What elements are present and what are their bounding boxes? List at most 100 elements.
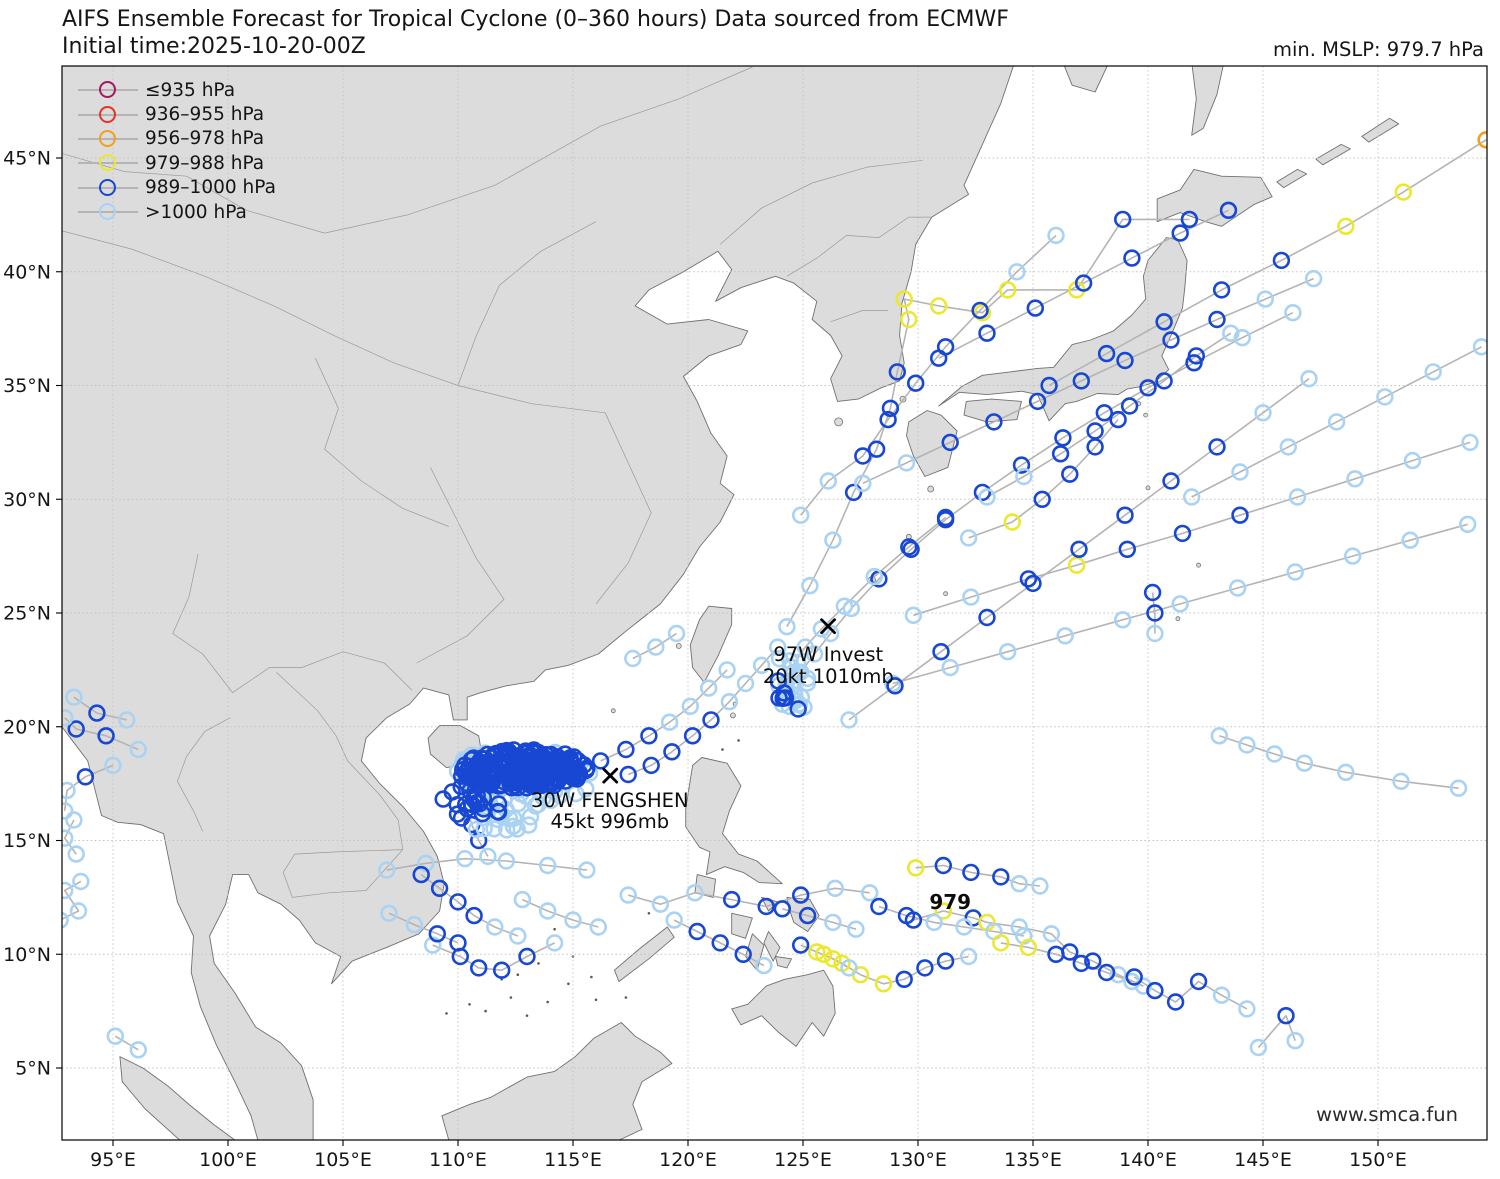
pressure-marker — [1123, 249, 1141, 267]
pressure-marker — [1394, 183, 1413, 201]
pressure-marker — [1026, 299, 1045, 317]
pressure-marker — [380, 904, 398, 922]
ensemble-track — [1219, 735, 1459, 789]
pressure-marker — [456, 849, 474, 868]
pressure-marker — [129, 740, 148, 759]
country-border — [177, 717, 231, 832]
pressure-marker — [791, 506, 810, 524]
x-tick-label: 125°E — [774, 1149, 832, 1171]
pressure-marker — [711, 934, 729, 952]
pressure-marker — [1228, 579, 1247, 597]
pressure-marker — [840, 959, 858, 977]
pressure-marker — [808, 943, 826, 961]
pressure-marker — [840, 711, 858, 729]
legend-marker-956-978 — [78, 129, 138, 149]
pressure-marker — [1012, 456, 1031, 474]
ensemble-track — [913, 441, 1471, 617]
pressure-marker — [824, 531, 842, 549]
pressure-marker — [1162, 472, 1180, 490]
small-island — [675, 643, 682, 649]
pressure-marker — [773, 900, 791, 918]
landmass-honshu — [938, 237, 1188, 422]
pressure-marker — [844, 483, 863, 502]
pressure-marker — [1472, 338, 1487, 356]
small-island — [610, 708, 616, 714]
watermark: www.smca.fun — [1316, 1103, 1458, 1126]
country-border — [276, 671, 404, 898]
pressure-marker — [1249, 1038, 1268, 1057]
pressure-marker — [453, 767, 471, 785]
legend-item: 936–955 hPa — [78, 102, 276, 126]
islet-speck — [721, 748, 724, 751]
pressure-marker — [663, 743, 681, 761]
x-tick-label: 145°E — [1234, 1149, 1292, 1171]
pressure-marker — [1143, 583, 1162, 602]
pressure-marker — [874, 975, 893, 993]
storm-annotation: 30W FENGSHEN 45kt 996mb — [531, 788, 689, 834]
y-tick-label: 45°N — [3, 148, 51, 170]
pressure-marker — [888, 363, 906, 381]
pressure-marker — [906, 859, 925, 877]
pressure-marker — [489, 803, 508, 821]
pressure-marker — [819, 472, 837, 490]
small-island — [1196, 562, 1201, 568]
pressure-marker — [1219, 201, 1238, 220]
pressure-marker — [1346, 470, 1364, 488]
pressure-marker — [1146, 604, 1164, 622]
pressure-marker — [932, 642, 950, 661]
ensemble-track — [848, 378, 1310, 721]
ensemble-track — [1048, 139, 1487, 387]
pressure-marker — [1173, 524, 1192, 543]
pressure-marker — [1113, 210, 1132, 229]
pressure-marker — [1222, 324, 1240, 342]
pressure-marker — [62, 829, 74, 847]
pressure-marker — [651, 895, 670, 913]
pressure-marker — [470, 959, 488, 977]
pressure-marker — [1286, 1031, 1304, 1050]
land-layer — [62, 66, 1400, 1140]
pressure-marker — [1010, 918, 1028, 936]
ensemble-track — [913, 910, 1144, 987]
ensemble-track — [114, 1035, 139, 1051]
chart-title: AIFS Ensemble Forecast for Tropical Cycl… — [62, 7, 1009, 32]
pressure-marker — [867, 440, 886, 458]
pressure-marker — [934, 856, 952, 875]
pressure-marker — [62, 781, 76, 800]
pressure-marker — [118, 711, 136, 729]
landmass-kuril-3 — [1361, 117, 1400, 143]
pressure-marker — [1008, 263, 1026, 281]
islet-speck — [647, 912, 651, 915]
pressure-marker — [1040, 376, 1058, 395]
pressure-marker — [1288, 488, 1307, 506]
x-tick-label: 95°E — [90, 1149, 136, 1171]
pressure-marker — [1116, 351, 1134, 370]
plot-border — [61, 65, 1488, 1141]
pressure-marker — [1067, 556, 1086, 574]
legend-item: >1000 hPa — [78, 200, 276, 224]
pressure-marker — [62, 911, 69, 929]
axis-layer: 95°E 100°E 105°E 110°E 115°E 120°E 125°E 130°E 1… — [3, 148, 1407, 1172]
pressure-marker — [104, 756, 122, 775]
pressure-marker — [449, 893, 467, 911]
x-tick-label: 120°E — [659, 1149, 717, 1171]
pressure-marker — [487, 746, 505, 764]
legend-label: >1000 hPa — [145, 201, 247, 223]
ensemble-track — [388, 912, 459, 944]
small-island — [834, 417, 843, 427]
pressure-marker — [1097, 963, 1116, 982]
pressure-marker — [900, 538, 918, 556]
country-border — [172, 553, 413, 694]
pressure-marker — [789, 700, 807, 718]
pressure-marker — [106, 1027, 125, 1045]
islet-speck — [590, 975, 593, 979]
pressure-marker — [1155, 313, 1173, 331]
pressure-marker — [1042, 925, 1061, 943]
landmass-mainland-asia — [62, 66, 1014, 1140]
pressure-marker — [1238, 736, 1256, 754]
pressure-marker — [62, 709, 74, 727]
pressure-marker — [1097, 344, 1116, 363]
pressure-marker — [1254, 404, 1272, 422]
pressure-marker — [900, 310, 918, 329]
pressure-marker — [854, 447, 872, 465]
pressure-marker — [378, 861, 396, 879]
